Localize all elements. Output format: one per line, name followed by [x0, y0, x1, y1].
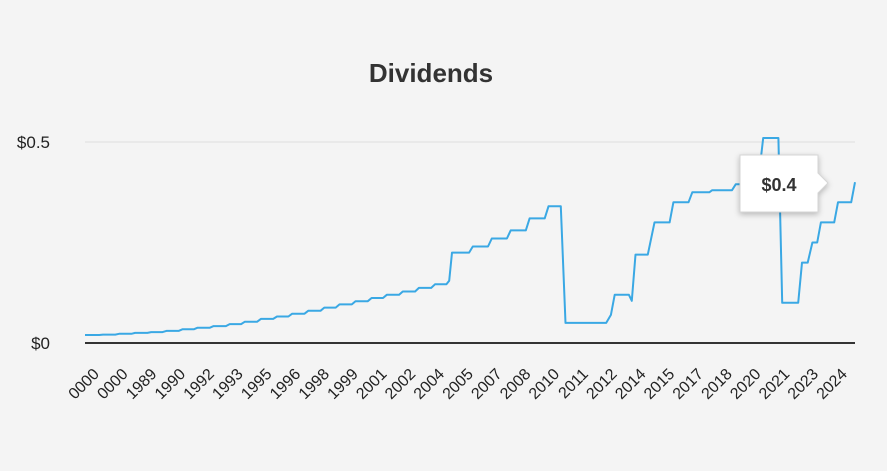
x-tick-label: 2021 — [756, 366, 793, 403]
x-tick-label: 1996 — [267, 366, 304, 403]
x-tick-label: 1992 — [181, 366, 218, 403]
x-tick-label: 2007 — [468, 366, 505, 403]
tooltip-value: $0.4 — [761, 175, 796, 195]
x-tick-label: 2020 — [727, 366, 764, 403]
x-tick-label: 2017 — [670, 366, 707, 403]
x-tick-label: 1989 — [123, 366, 160, 403]
x-tick-label: 2014 — [612, 366, 649, 403]
y-axis: $0 $0.5 — [17, 133, 50, 353]
x-tick-label: 2001 — [353, 366, 390, 403]
x-tick-label: 2010 — [526, 366, 563, 403]
x-tick-label: 2012 — [583, 366, 620, 403]
x-tick-label: 0000 — [94, 366, 131, 403]
x-tick-label: 1998 — [296, 366, 333, 403]
x-tick-label: 1993 — [209, 366, 246, 403]
x-tick-label: 2005 — [440, 366, 477, 403]
x-tick-label: 0000 — [66, 366, 103, 403]
x-tick-label: 2024 — [814, 366, 851, 403]
x-tick-label: 1990 — [152, 366, 189, 403]
y-tick-label: $0.5 — [17, 133, 50, 152]
y-tick-label: $0 — [31, 334, 50, 353]
tooltip-box — [739, 154, 829, 213]
tooltip: $0.4 — [739, 154, 829, 213]
x-tick-label: 2018 — [699, 366, 736, 403]
x-axis: 0000000019891990199219931995199619981999… — [66, 342, 855, 403]
x-tick-label: 2011 — [556, 366, 592, 402]
x-tick-label: 1995 — [238, 366, 275, 403]
x-tick-label: 1999 — [325, 366, 362, 403]
chart-title: Dividends — [369, 58, 493, 88]
x-tick-label: 2015 — [641, 366, 678, 403]
x-tick-label: 2002 — [382, 366, 419, 403]
x-tick-label: 2004 — [411, 366, 448, 403]
x-tick-label: 2023 — [785, 366, 822, 403]
x-tick-label: 2008 — [497, 366, 534, 403]
